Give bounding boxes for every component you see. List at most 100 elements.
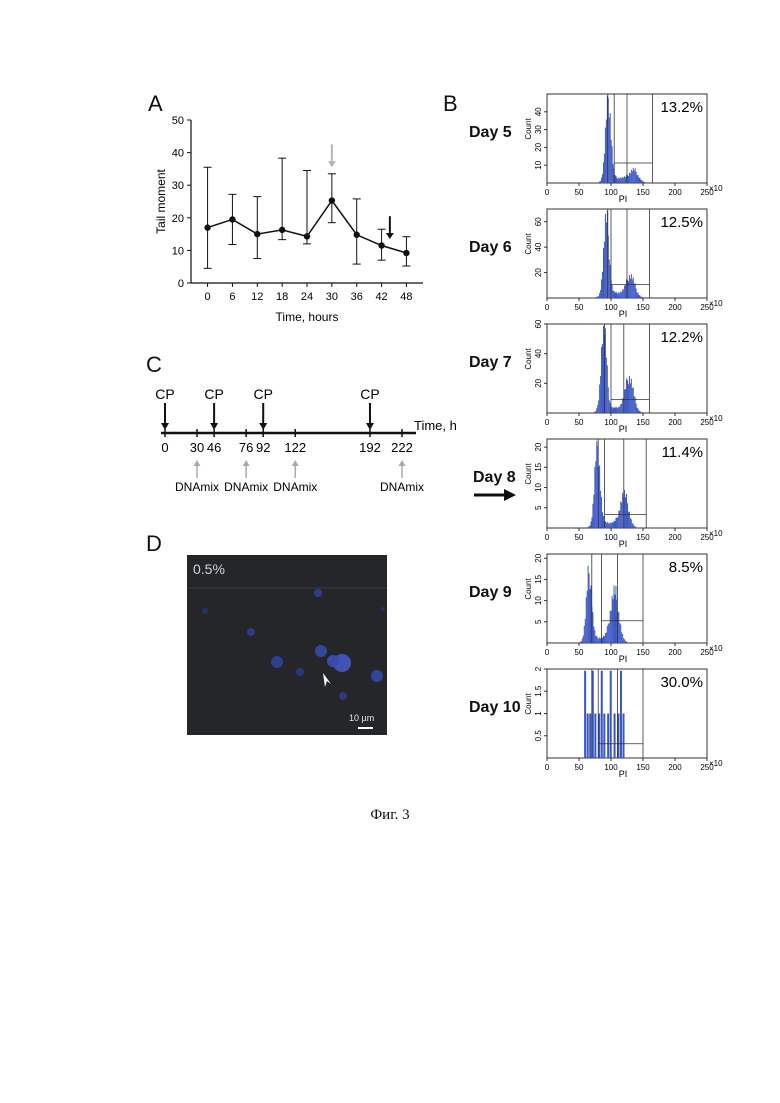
- x-unit-label: ×10: [709, 184, 723, 193]
- histogram-bar: [597, 182, 598, 183]
- histogram-bar: [620, 671, 622, 758]
- histogram-bar: [592, 504, 593, 528]
- histogram-bar: [608, 387, 609, 413]
- histogram-bar: [642, 181, 643, 183]
- y-tick-label: 50: [172, 115, 184, 127]
- x-tick-label: 150: [636, 188, 650, 197]
- histogram-bar: [598, 182, 599, 183]
- histogram-bar: [607, 714, 609, 759]
- histogram-bar: [596, 408, 597, 413]
- y-tick-label: 1.5: [534, 685, 543, 697]
- x-tick-label: 100: [604, 418, 618, 427]
- y-tick-label: 1: [534, 711, 543, 716]
- histogram-bar: [631, 519, 632, 528]
- x-tick-label: 50: [575, 418, 584, 427]
- gate-percent: 12.2%: [660, 329, 703, 346]
- histogram-bar: [606, 523, 607, 528]
- timeline-tick-label: 222: [391, 440, 413, 455]
- y-tick-label: 20: [534, 268, 543, 277]
- histogram-bar: [622, 399, 623, 413]
- x-tick-label: 150: [636, 763, 650, 772]
- histogram-bar: [587, 527, 588, 528]
- y-tick-label: 40: [534, 242, 543, 251]
- data-point: [403, 250, 409, 256]
- histogram-bar: [579, 642, 580, 643]
- histogram-bar: [622, 634, 623, 643]
- down-arrow-icon: [386, 233, 394, 239]
- histogram-bar: [615, 586, 616, 643]
- histogram-bar: [621, 292, 622, 298]
- histogram-bar: [595, 411, 596, 413]
- histogram-bar: [643, 297, 644, 298]
- y-tick-label: 30: [534, 125, 543, 134]
- histogram-bar: [611, 140, 612, 183]
- histogram-bar: [615, 595, 616, 643]
- histogram-bar: [616, 293, 617, 298]
- histogram-bar: [606, 358, 607, 413]
- timeline-tick-label: 92: [256, 440, 270, 455]
- histogram-bar: [626, 642, 627, 643]
- histogram-bar: [628, 281, 629, 298]
- x-tick-label: 150: [636, 303, 650, 312]
- y-axis-label: Count: [524, 578, 533, 600]
- histogram-bar: [605, 214, 606, 298]
- histogram-bar: [611, 523, 612, 528]
- x-tick-label: 200: [668, 763, 682, 772]
- data-point: [354, 232, 360, 238]
- y-axis-label: Tail moment: [154, 168, 168, 233]
- histogram-bar: [596, 441, 597, 528]
- histogram-bar: [627, 380, 628, 413]
- cp-label: CP: [204, 386, 223, 402]
- histogram-bars: [596, 96, 647, 183]
- histogram-bar: [596, 636, 597, 643]
- histogram-bar: [637, 175, 638, 183]
- histogram-bar: [613, 523, 614, 528]
- histogram-bar: [625, 285, 626, 298]
- histogram-bar: [628, 176, 629, 183]
- histogram-bar: [612, 596, 613, 643]
- histogram-bar: [622, 289, 623, 298]
- histogram-bar: [630, 383, 631, 413]
- y-axis-label: Count: [524, 118, 533, 140]
- histogram-bar: [600, 376, 601, 413]
- x-tick-label: 12: [251, 291, 263, 303]
- histogram-bar: [588, 527, 589, 528]
- histogram-bar: [614, 291, 615, 298]
- y-tick-label: 2: [534, 666, 543, 671]
- histogram-bar: [602, 272, 603, 298]
- histogram-bar: [619, 293, 620, 298]
- x-axis-label: PI: [619, 194, 628, 204]
- histogram-bar: [597, 405, 598, 413]
- histogram-bar: [599, 638, 600, 643]
- data-point: [254, 231, 260, 237]
- histogram-bar: [615, 175, 616, 183]
- histogram-bar: [595, 297, 596, 298]
- scale-bar-label: 10 µm: [349, 713, 374, 723]
- y-tick-label: 20: [534, 442, 543, 451]
- histogram-bar: [612, 522, 613, 528]
- histogram-bar: [586, 597, 587, 643]
- dnamix-label: DNAmix: [380, 480, 424, 494]
- y-tick-label: 20: [534, 142, 543, 151]
- histogram-bar: [616, 178, 617, 183]
- histogram-bar: [603, 326, 604, 413]
- histogram-bar: [631, 274, 632, 298]
- histogram-bar: [641, 180, 642, 183]
- y-tick-label: 0.5: [534, 730, 543, 742]
- histogram-bar: [639, 296, 640, 298]
- y-tick-label: 60: [534, 217, 543, 226]
- histogram-bar: [592, 412, 593, 413]
- y-tick-label: 10: [534, 160, 543, 169]
- histogram-bar: [630, 173, 631, 183]
- x-tick-label: 50: [575, 188, 584, 197]
- histogram-bar: [636, 527, 637, 528]
- x-unit-label: ×10: [709, 644, 723, 653]
- histogram-bar: [589, 526, 590, 528]
- histogram-bar: [632, 279, 633, 298]
- histogram-bar: [594, 467, 595, 528]
- x-tick-label: 36: [351, 291, 363, 303]
- histogram-bar: [582, 638, 583, 643]
- histogram-bar: [588, 566, 589, 643]
- histogram: 12.2%204060Count050100150200250×10PI: [455, 320, 755, 435]
- cp-label: CP: [253, 386, 272, 402]
